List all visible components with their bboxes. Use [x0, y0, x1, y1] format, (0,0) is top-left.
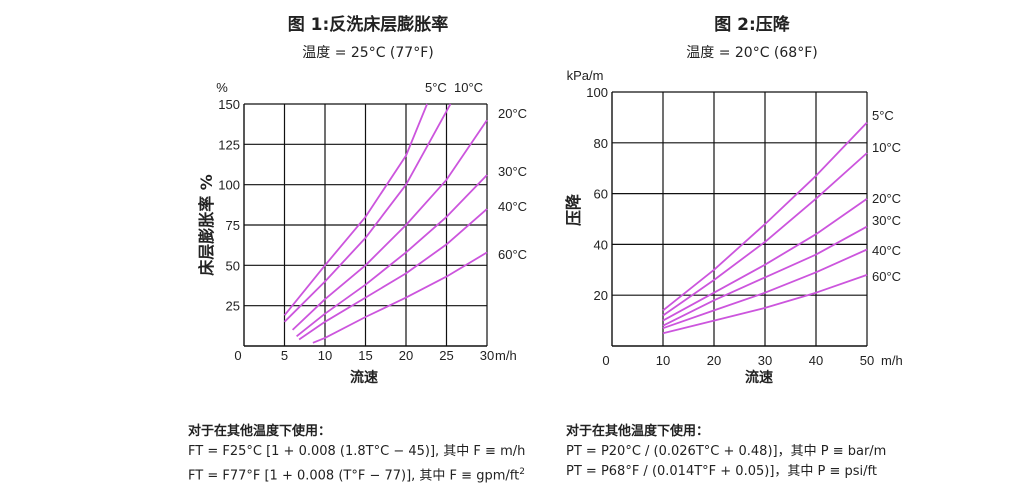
chart1-series-label: 30°C: [498, 164, 527, 179]
chart1-series-label: 5°C: [425, 80, 447, 95]
chart1-x-unit-label: m/h: [495, 348, 517, 363]
chart1-series-line-5c: [283, 103, 428, 316]
chart1-x-tick-label: 0: [234, 348, 241, 363]
chart2-series-label: 10°C: [872, 140, 901, 155]
notes2-formula-fahrenheit: PT = P68°F / (0.014T°F + 0.05)]，其中 P ≡ p…: [566, 464, 877, 479]
chart2-x-tick-label: 40: [809, 353, 823, 368]
chart2-x-tick-label: 20: [707, 353, 721, 368]
chart1-x-tick-label: 15: [358, 348, 372, 363]
chart2-series-line-40c: [662, 248, 868, 330]
chart2-series-line-20c: [662, 197, 868, 322]
chart1-y-tick-label: 150: [218, 97, 240, 112]
chart1-series-line-30c: [296, 174, 488, 338]
chart2-y-tick-label: 20: [594, 288, 608, 303]
chart2-x-axis-label: 流速: [745, 370, 773, 386]
chart2-subtitle: 温度 = 20°C (68°F): [686, 45, 818, 61]
chart1-x-tick-label: 20: [399, 348, 413, 363]
chart2-series-line-60c: [662, 274, 868, 335]
chart1-title: 图 1:反洗床层膨胀率: [287, 15, 449, 35]
chart1-series-label: 40°C: [498, 199, 527, 214]
chart1-y-tick-label: 100: [218, 178, 240, 193]
chart2-x-tick-label: 10: [656, 353, 670, 368]
notes1-formula-fahrenheit: FT = F77°F [1 + 0.008 (T°F − 77)], 其中 F …: [188, 462, 525, 486]
chart2-series-line-5c: [662, 121, 868, 312]
chart2-x-tick-label: 50: [860, 353, 874, 368]
chart1-y-tick-label: 75: [226, 218, 240, 233]
chart1-series-label: 20°C: [498, 106, 527, 121]
chart1-x-tick-label: 30: [480, 348, 494, 363]
chart1-y-tick-label: 125: [218, 137, 240, 152]
chart2-x-unit-label: m/h: [881, 353, 903, 368]
chart2-y-tick-label: 80: [594, 136, 608, 151]
notes1-formula-fahrenheit-text: FT = F77°F [1 + 0.008 (T°F − 77)], 其中 F …: [188, 468, 520, 484]
notes1-superscript: 2: [519, 467, 525, 477]
chart2-series-label: 60°C: [872, 269, 901, 284]
chart2-series-label: 30°C: [872, 213, 901, 228]
chart1-x-tick-label: 10: [318, 348, 332, 363]
chart1-series-line-40c: [298, 208, 488, 341]
chart2-series-label: 40°C: [872, 243, 901, 258]
notes1-formula-celsius: FT = F25°C [1 + 0.008 (1.8T°C − 45)], 其中…: [188, 444, 526, 459]
chart1-series-line-10c: [283, 103, 452, 323]
chart2-y-tick-label: 40: [594, 237, 608, 252]
chart1-series-line-20c: [291, 119, 488, 331]
chart1-x-axis-label: 流速: [350, 370, 378, 386]
chart2-series-label: 20°C: [872, 191, 901, 206]
chart1-series-label: 10°C: [454, 80, 483, 95]
chart2-series-line-10c: [662, 152, 868, 317]
chart1-y-unit-label: %: [216, 80, 228, 95]
chart2-x-tick-label: 30: [758, 353, 772, 368]
chart2-notes: 对于在其他温度下使用： PT = P20°C / (0.026T°C + 0.4…: [566, 422, 886, 482]
notes2-formula-celsius: PT = P20°C / (0.026T°C + 0.48)]，其中 P ≡ b…: [566, 444, 887, 459]
chart1-series-line-60c: [312, 251, 488, 344]
notes1-heading: 对于在其他温度下使用：: [188, 424, 332, 439]
chart2-y-tick-label: 100: [586, 85, 608, 100]
chart2-title: 图 2:压降: [714, 15, 790, 35]
chart1-series-label: 60°C: [498, 247, 527, 262]
chart1-x-tick-label: 25: [439, 348, 453, 363]
chart2-series-label: 5°C: [872, 108, 894, 123]
chart2-series-line-30c: [662, 225, 868, 327]
chart2-y-unit-label: kPa/m: [567, 68, 604, 83]
chart1-x-tick-label: 5: [281, 348, 288, 363]
chart2-y-tick-label: 60: [594, 187, 608, 202]
chart2-x-tick-label: 0: [602, 353, 609, 368]
chart1-notes: 对于在其他温度下使用： FT = F25°C [1 + 0.008 (1.8T°…: [188, 422, 525, 486]
chart1-subtitle: 温度 = 25°C (77°F): [302, 45, 434, 61]
notes2-heading: 对于在其他温度下使用：: [566, 424, 710, 439]
chart1-y-tick-label: 50: [226, 258, 240, 273]
chart1-y-tick-label: 25: [226, 299, 240, 314]
